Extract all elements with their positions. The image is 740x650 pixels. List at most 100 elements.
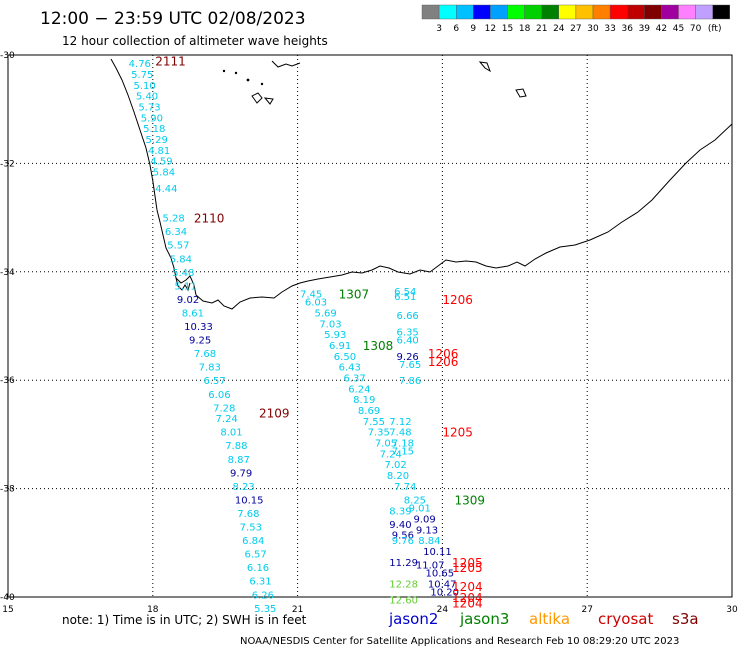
y-tick-label: -36 xyxy=(0,376,15,386)
pass-time-label: 1205 xyxy=(452,556,483,570)
colorbar-swatch xyxy=(541,4,560,20)
wave-height-value: 7.88 xyxy=(225,441,247,452)
wave-height-value: 5.40 xyxy=(136,92,158,103)
coastline-inlet xyxy=(175,277,191,292)
wave-height-value: 9.76 xyxy=(392,536,414,547)
colorbar-unit: (ft) xyxy=(708,24,722,34)
pass-time-label: 1205 xyxy=(452,561,483,575)
credit-line: NOAA/NESDIS Center for Satellite Applica… xyxy=(240,636,679,647)
colorbar-label: 39 xyxy=(639,24,651,34)
satellite-legend-cryosat: cryosat xyxy=(598,610,653,628)
wave-height-value: 7.45 xyxy=(300,289,322,300)
wave-height-value: 6.57 xyxy=(245,550,267,561)
wave-height-value: 7.03 xyxy=(319,319,341,330)
south-africa-coastline xyxy=(110,58,733,310)
wave-height-value: 10.65 xyxy=(426,569,455,580)
colorbar-label: 42 xyxy=(656,24,667,34)
pass-time-label: 1206 xyxy=(428,347,459,361)
wave-height-value: 5.84 xyxy=(153,168,175,179)
wave-height-value: 6.03 xyxy=(305,298,327,309)
wave-height-value: 5.11 xyxy=(175,281,197,292)
wave-height-value: 7.02 xyxy=(384,460,406,471)
colorbar-swatch xyxy=(695,4,713,20)
wave-height-value: 8.20 xyxy=(387,471,409,482)
wave-height-value: 9.56 xyxy=(392,531,414,542)
wave-height-value: 7.24 xyxy=(380,449,402,460)
satellite-legend-jason2: jason2 xyxy=(388,610,438,628)
wave-height-value: 12.60 xyxy=(389,596,418,607)
colorbar-label: 36 xyxy=(621,24,633,34)
wave-height-value: 7.15 xyxy=(392,447,414,458)
wave-height-value: 6.50 xyxy=(334,352,356,363)
wave-height-value: 6.06 xyxy=(208,390,230,401)
map-frame xyxy=(7,54,733,598)
wave-height-value: 8.01 xyxy=(220,428,242,439)
x-tick-label: 24 xyxy=(437,605,449,615)
wave-height-value: 4.59 xyxy=(150,157,172,168)
wave-height-value: 8.25 xyxy=(404,495,426,506)
colorbar-swatch xyxy=(438,4,457,20)
wave-height-value: 9.26 xyxy=(397,352,419,363)
wave-height-value: 8.23 xyxy=(232,482,254,493)
pass-time-label: 1204 xyxy=(452,580,483,594)
wave-height-value: 6.16 xyxy=(247,563,269,574)
wave-height-value: 4.76 xyxy=(129,59,151,70)
wave-height-value: 9.01 xyxy=(409,504,431,515)
colorbar-swatch xyxy=(575,4,594,20)
wave-height-value: 9.79 xyxy=(230,468,252,479)
pass-time-label: 1309 xyxy=(454,493,485,507)
wave-height-value: 6.37 xyxy=(343,373,365,384)
island xyxy=(222,69,226,73)
colorbar-label: 33 xyxy=(604,24,615,34)
colorbar-label: 45 xyxy=(673,24,684,34)
island xyxy=(515,88,527,98)
wave-height-value: 6.66 xyxy=(397,311,419,322)
colorbar-swatch xyxy=(678,4,696,20)
pass-time-label: 1205 xyxy=(442,426,473,440)
wave-height-value: 5.10 xyxy=(133,81,155,92)
coastline xyxy=(110,58,733,310)
colorbar: 3 6 9 12 15 18 21 24 27 30 33 36 39 42 45 70 (ft) xyxy=(421,4,731,34)
colorbar-swatch xyxy=(712,4,731,20)
wave-height-value: 6.51 xyxy=(394,292,416,303)
wave-height-value: 11.29 xyxy=(389,558,418,569)
y-tick-label: -40 xyxy=(0,593,15,603)
x-tick-label: 15 xyxy=(2,605,13,615)
wave-height-value: 7.74 xyxy=(394,482,416,493)
colorbar-label: 18 xyxy=(519,24,531,34)
wave-height-value: 7.12 xyxy=(389,417,411,428)
satellite-legend-altika: altika xyxy=(529,610,570,628)
wave-height-value: 5.57 xyxy=(167,241,189,252)
colorbar-swatch xyxy=(644,4,662,20)
island xyxy=(251,92,263,104)
map-plot-area: 4.765.755.105.405.735.905.185.294.814.59… xyxy=(0,51,738,615)
wave-height-value: 9.25 xyxy=(189,336,211,347)
pass-time-label: 1204 xyxy=(452,591,483,605)
colorbar-swatch xyxy=(456,4,474,20)
island xyxy=(263,97,274,105)
wave-height-value: 9.02 xyxy=(177,295,199,306)
wave-height-value: 9.09 xyxy=(413,514,435,525)
wave-height-value: 7.05 xyxy=(375,439,397,450)
wave-height-value: 10.20 xyxy=(430,588,459,599)
wave-height-value: 7.68 xyxy=(194,349,216,360)
satellite-legend: jason2 jason3 altika cryosat s3a xyxy=(388,610,699,628)
wave-height-value: 6.31 xyxy=(249,577,271,588)
wave-height-value: 5.28 xyxy=(162,214,184,225)
colorbar-label: 6 xyxy=(453,24,459,34)
wave-height-value: 8.39 xyxy=(389,506,411,517)
wave-height-value: 6.35 xyxy=(397,327,419,338)
island xyxy=(246,78,250,82)
pass-time-label: 2110 xyxy=(194,212,225,226)
colorbar-label: 12 xyxy=(485,24,496,34)
wave-height-value: 7.28 xyxy=(213,403,235,414)
coastline-headland xyxy=(271,60,301,68)
wave-height-value: 5.29 xyxy=(146,135,168,146)
wave-height-value: 6.54 xyxy=(394,287,416,298)
satellite-legend-jason3: jason3 xyxy=(459,610,509,628)
colorbar-label: 27 xyxy=(570,24,581,34)
wave-height-labels: 4.765.755.105.405.735.905.185.294.814.59… xyxy=(129,59,459,615)
wave-height-value: 10.15 xyxy=(235,495,264,506)
